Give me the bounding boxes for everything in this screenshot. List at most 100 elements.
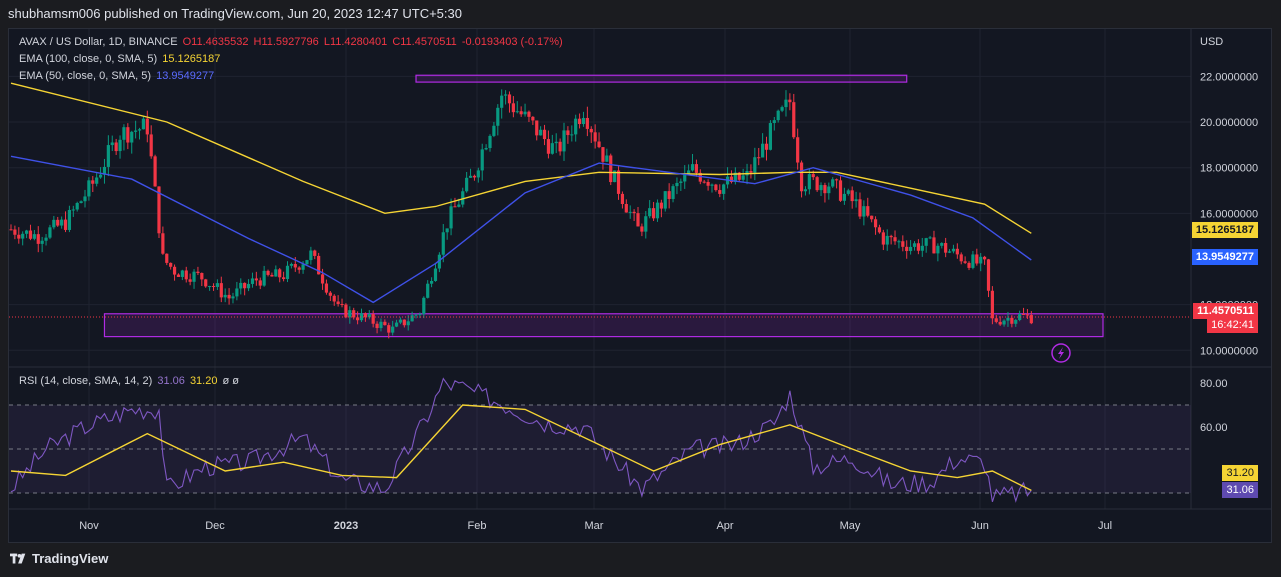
candle-body: [500, 95, 504, 108]
time-tick-label: Mar: [585, 520, 604, 532]
candle-body: [589, 128, 593, 133]
candle-body: [651, 208, 656, 219]
candle-body: [239, 282, 243, 289]
candle-body: [1006, 317, 1010, 321]
candle-body: [796, 137, 800, 163]
candle-body: [437, 254, 441, 269]
candle-body: [270, 274, 274, 277]
candle-body: [531, 116, 535, 121]
candle-body: [671, 186, 675, 199]
candle-body: [605, 155, 609, 162]
candle-body: [176, 274, 181, 277]
symbol-label[interactable]: AVAX / US Dollar, 1D, BINANCE: [19, 36, 178, 48]
candle-body: [772, 120, 776, 124]
candle-body: [348, 310, 352, 318]
candle-body: [375, 323, 379, 329]
candle-body: [122, 127, 126, 140]
candle-body: [648, 208, 652, 217]
candle-body: [636, 213, 640, 227]
candle-body: [815, 177, 819, 191]
candle-body: [278, 269, 282, 278]
candle-body: [936, 245, 940, 254]
candle-body: [613, 170, 617, 183]
candle-body: [223, 294, 227, 298]
candle-body: [570, 134, 574, 136]
candle-body: [262, 270, 266, 286]
candle-body: [659, 202, 663, 209]
ema50-label: EMA (50, close, 0, SMA, 5): [19, 70, 152, 82]
candle-body: [944, 243, 948, 253]
candle-body: [169, 262, 173, 267]
candle-body: [484, 148, 488, 150]
candle-body: [235, 288, 239, 297]
candle-body: [710, 184, 714, 186]
candle-body: [850, 190, 854, 202]
candle-body: [788, 99, 792, 103]
candle-body: [542, 129, 547, 140]
price-tick-label: 10.0000000: [1200, 345, 1258, 357]
candle-body: [149, 134, 153, 157]
candle-body: [718, 190, 722, 194]
candle-body: [577, 118, 582, 125]
candle-body: [91, 180, 95, 184]
candle-body: [842, 193, 846, 201]
chart-canvas[interactable]: USD 22.0000000 20.0000000 18.0000000 16.0000…: [9, 29, 1273, 544]
candle-body: [955, 248, 959, 255]
candle-body: [153, 156, 157, 187]
candle-body: [503, 94, 508, 96]
candle-body: [979, 256, 983, 264]
candle-body: [601, 147, 605, 162]
candle-body: [550, 143, 554, 154]
candle-body: [145, 118, 149, 135]
candle-body: [507, 94, 512, 104]
candle-body: [445, 228, 449, 233]
price-tick-label: 20.0000000: [1200, 117, 1258, 129]
candle-body: [1018, 314, 1022, 320]
candle-body: [862, 206, 866, 217]
candle-body: [457, 204, 461, 207]
candle-body: [95, 177, 99, 184]
candle-body: [102, 166, 107, 175]
ema50-value: 13.9549277: [156, 70, 215, 82]
candle-body: [250, 278, 255, 284]
candle-body: [258, 280, 262, 286]
candle-body: [441, 232, 445, 255]
candle-body: [391, 326, 395, 333]
tradingview-logo-icon: [10, 553, 26, 563]
candle-body: [297, 267, 301, 270]
chart-frame[interactable]: USD 22.0000000 20.0000000 18.0000000 16.0000…: [8, 28, 1272, 543]
rsi-label: RSI (14, close, SMA, 14, 2): [19, 375, 153, 387]
ema100-legend[interactable]: EMA (100, close, 0, SMA, 5) 15.1265187: [19, 53, 222, 65]
candle-body: [920, 245, 924, 251]
candle-body: [215, 283, 220, 287]
candle-body: [835, 179, 839, 181]
candle-body: [383, 321, 387, 326]
candle-body: [480, 149, 484, 171]
candle-body: [838, 180, 843, 201]
price-tick-label: 18.0000000: [1200, 163, 1258, 175]
candle-body: [737, 172, 741, 180]
candle-body: [616, 170, 621, 194]
ema50-legend[interactable]: EMA (50, close, 0, SMA, 5) 13.9549277: [19, 70, 216, 82]
candle-body: [219, 283, 223, 298]
rsi-legend[interactable]: RSI (14, close, SMA, 14, 2) 31.06 31.20 …: [19, 375, 241, 387]
candle-body: [429, 280, 434, 284]
candle-body: [807, 174, 811, 190]
candle-body: [56, 219, 60, 226]
candle-body: [63, 219, 68, 230]
candle-body: [243, 282, 247, 289]
candle-body: [811, 174, 815, 178]
candle-body: [527, 111, 531, 117]
candle-body: [827, 186, 831, 194]
candle-body: [137, 129, 142, 131]
candle-body: [909, 246, 913, 252]
candle-body: [285, 265, 290, 280]
candle-body: [757, 157, 761, 159]
candle-body: [687, 170, 691, 174]
candle-body: [519, 111, 523, 115]
candle-body: [324, 283, 329, 293]
rsi-tick-label: 60.00: [1200, 422, 1228, 434]
candle-body: [761, 143, 765, 158]
candle-body: [858, 199, 862, 217]
candle-body: [932, 237, 936, 254]
